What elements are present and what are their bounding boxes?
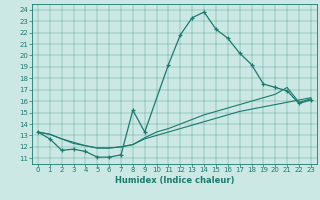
X-axis label: Humidex (Indice chaleur): Humidex (Indice chaleur) [115,176,234,185]
